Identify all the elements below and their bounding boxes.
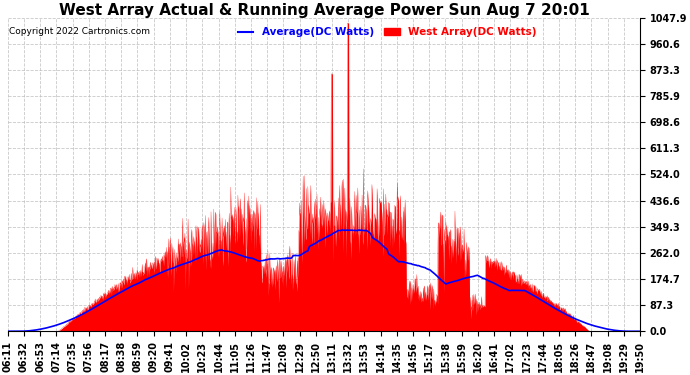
Legend: Average(DC Watts), West Array(DC Watts): Average(DC Watts), West Array(DC Watts) — [233, 23, 541, 41]
Title: West Array Actual & Running Average Power Sun Aug 7 20:01: West Array Actual & Running Average Powe… — [59, 3, 589, 18]
Text: Copyright 2022 Cartronics.com: Copyright 2022 Cartronics.com — [9, 27, 150, 36]
